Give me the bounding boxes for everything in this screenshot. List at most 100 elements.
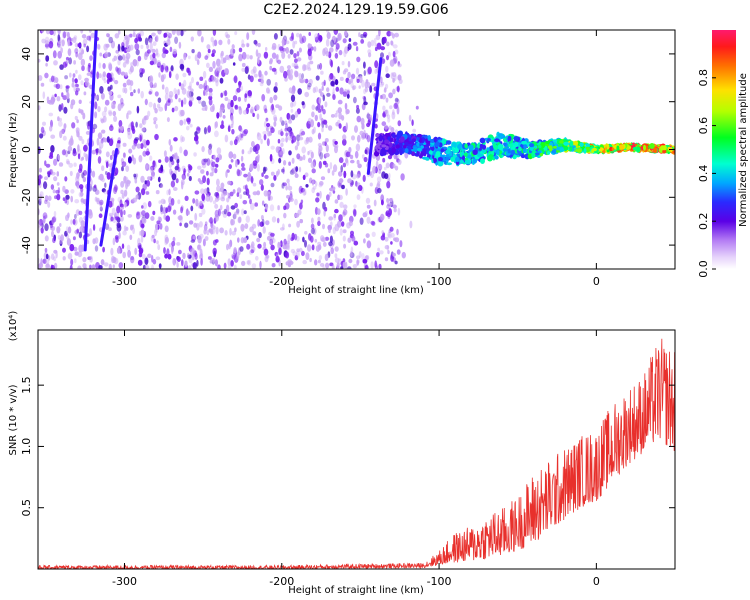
- noise-point: [266, 87, 270, 94]
- noise-point: [361, 123, 365, 130]
- noise-point: [394, 260, 398, 265]
- noise-point: [50, 134, 56, 139]
- noise-point: [262, 130, 267, 135]
- noise-point: [258, 232, 262, 239]
- noise-point: [321, 127, 324, 133]
- noise-point: [380, 46, 386, 51]
- noise-point: [94, 101, 98, 110]
- noise-point: [72, 236, 76, 241]
- noise-point: [384, 87, 387, 93]
- noise-point: [219, 110, 223, 118]
- signal-point: [521, 140, 528, 145]
- noise-point: [140, 90, 144, 99]
- noise-point: [349, 154, 354, 160]
- noise-point: [369, 209, 373, 215]
- noise-point: [269, 204, 275, 212]
- noise-point: [242, 130, 248, 137]
- noise-point: [176, 256, 181, 262]
- colorbar-ticks: 0.00.20.40.60.8: [697, 69, 716, 278]
- noise-point: [367, 41, 372, 48]
- noise-point: [175, 89, 179, 96]
- noise-point: [269, 154, 273, 162]
- noise-point: [168, 139, 172, 146]
- noise-point: [256, 237, 261, 243]
- noise-point: [321, 85, 324, 91]
- noise-point: [135, 49, 140, 56]
- noise-point: [339, 228, 343, 236]
- noise-point: [68, 140, 73, 147]
- noise-point: [86, 66, 90, 72]
- noise-point: [293, 63, 299, 69]
- noise-point: [57, 116, 60, 122]
- noise-point: [386, 114, 391, 119]
- signal-point: [407, 141, 413, 145]
- noise-point: [129, 44, 134, 51]
- noise-point: [75, 209, 80, 216]
- noise-point: [151, 255, 154, 263]
- signal-point: [445, 157, 450, 161]
- noise-point: [76, 119, 79, 124]
- noise-point: [326, 30, 330, 33]
- noise-point: [75, 175, 80, 183]
- noise-point: [259, 82, 264, 87]
- noise-point: [311, 217, 314, 224]
- noise-point: [109, 154, 113, 161]
- noise-point: [135, 173, 139, 178]
- noise-point: [242, 109, 248, 115]
- noise-point: [172, 258, 176, 266]
- noise-point: [325, 144, 329, 153]
- noise-point: [217, 208, 221, 217]
- noise-point: [122, 142, 127, 147]
- noise-point: [345, 151, 351, 158]
- noise-point: [310, 161, 316, 169]
- noise-point: [62, 135, 67, 141]
- noise-point: [212, 60, 216, 69]
- signal-point: [494, 155, 499, 160]
- noise-point: [49, 30, 54, 36]
- noise-point: [276, 217, 280, 224]
- spectrogram-x-label: Height of straight line (km): [288, 285, 424, 296]
- noise-point: [392, 252, 396, 257]
- noise-point: [299, 156, 303, 161]
- noise-point: [144, 212, 150, 220]
- noise-point: [65, 85, 70, 89]
- noise-point: [381, 171, 386, 179]
- noise-point: [307, 82, 312, 88]
- noise-point: [304, 172, 309, 178]
- noise-point: [67, 48, 72, 57]
- noise-point: [387, 202, 392, 207]
- noise-point: [220, 57, 225, 65]
- noise-point: [134, 178, 138, 184]
- noise-point: [209, 217, 213, 224]
- noise-point: [119, 126, 124, 131]
- signal-point: [649, 143, 655, 149]
- signal-point: [420, 145, 425, 149]
- spectrogram-points: [38, 30, 675, 269]
- noise-point: [375, 113, 379, 120]
- noise-point: [120, 209, 123, 218]
- noise-point: [101, 129, 106, 134]
- noise-point: [42, 212, 48, 220]
- noise-point: [278, 157, 282, 164]
- noise-point: [116, 205, 121, 214]
- noise-point: [112, 264, 116, 269]
- noise-point: [129, 234, 133, 240]
- noise-point: [281, 183, 284, 189]
- signal-point: [558, 143, 564, 147]
- noise-point: [389, 31, 393, 36]
- noise-point: [123, 210, 126, 215]
- signal-point: [466, 154, 472, 159]
- noise-point: [145, 139, 150, 146]
- noise-point: [172, 236, 176, 243]
- noise-point: [86, 45, 90, 53]
- noise-point: [188, 165, 193, 171]
- signal-point: [428, 150, 433, 155]
- noise-point: [353, 209, 357, 217]
- noise-point: [38, 58, 41, 63]
- noise-point: [360, 39, 365, 44]
- noise-point: [120, 189, 124, 195]
- noise-point: [294, 58, 298, 63]
- noise-point: [187, 55, 191, 60]
- noise-point: [207, 125, 211, 133]
- noise-point: [110, 216, 114, 222]
